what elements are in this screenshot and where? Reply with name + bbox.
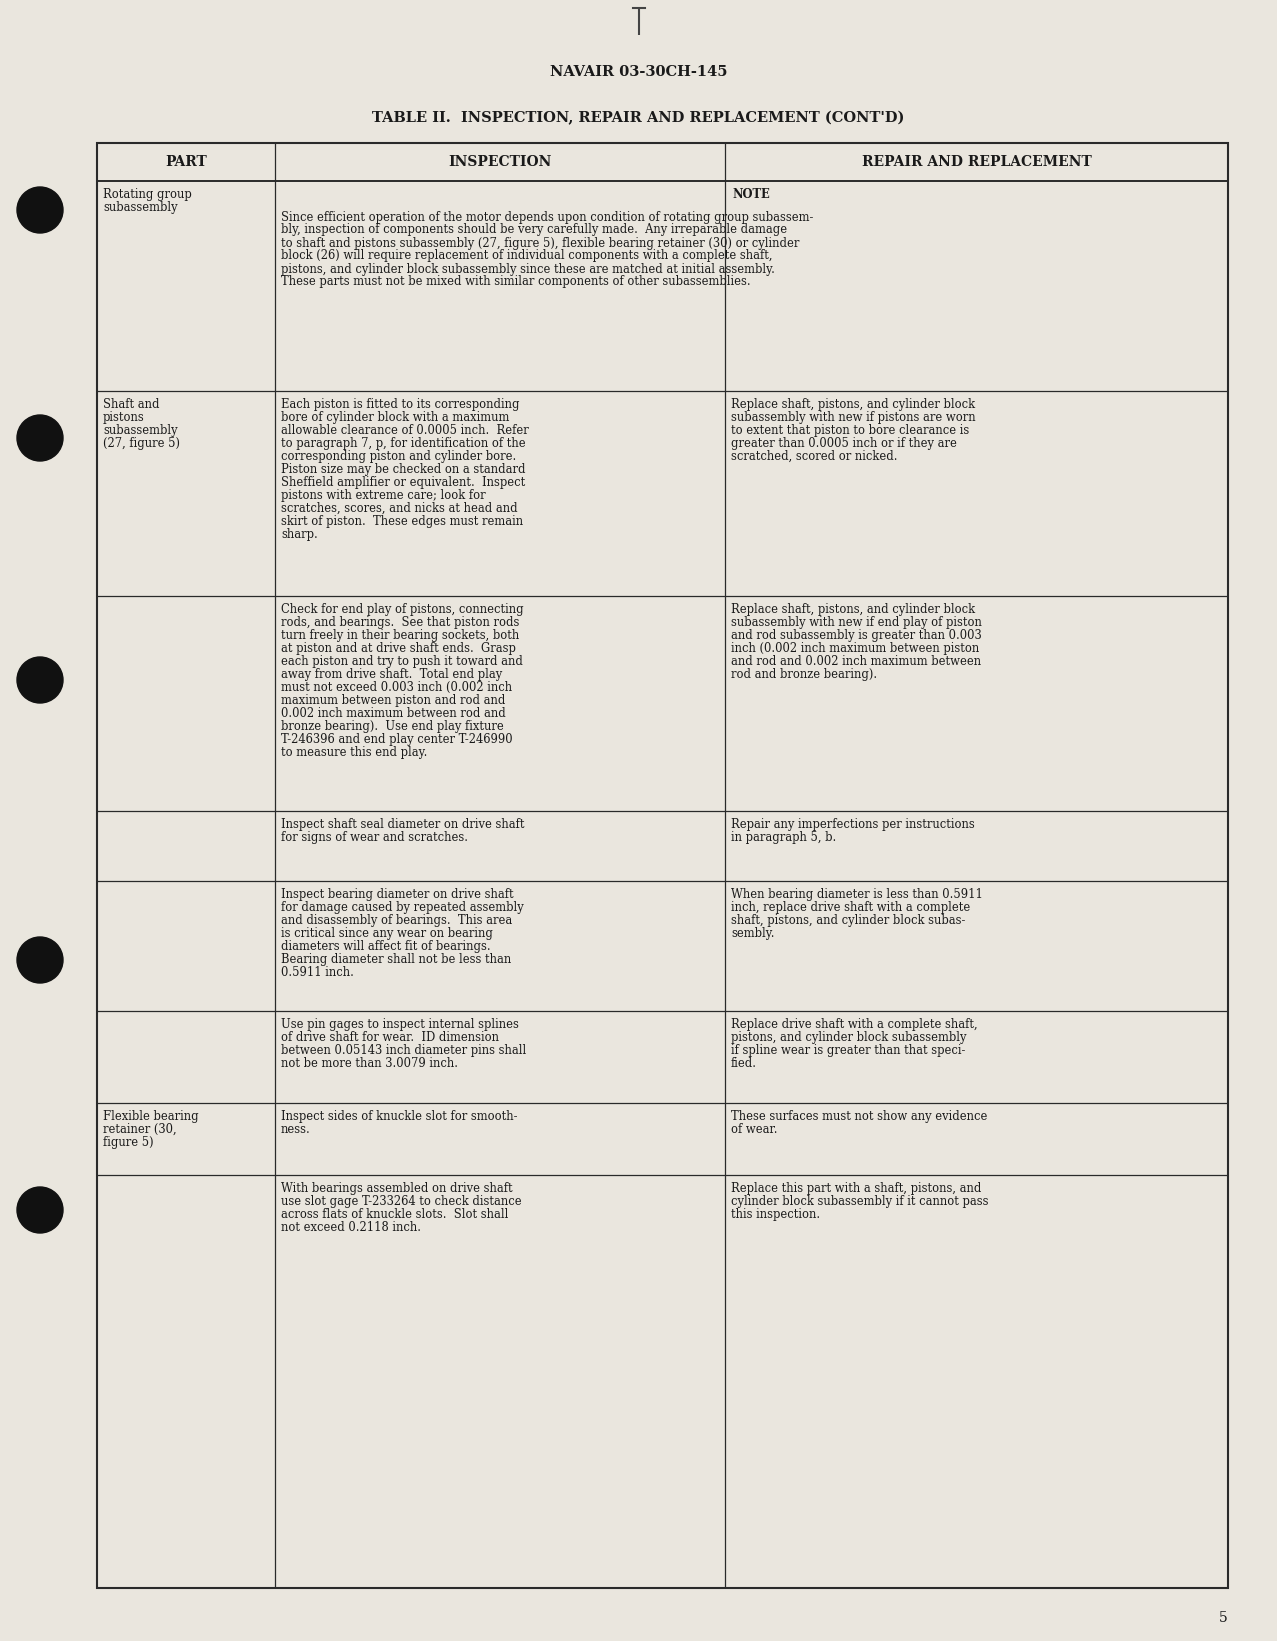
Text: subassembly: subassembly xyxy=(103,423,178,437)
Text: inch, replace drive shaft with a complete: inch, replace drive shaft with a complet… xyxy=(730,901,971,914)
Text: if spline wear is greater than that speci-: if spline wear is greater than that spec… xyxy=(730,1044,965,1057)
Text: With bearings assembled on drive shaft: With bearings assembled on drive shaft xyxy=(281,1182,512,1195)
Text: Flexible bearing: Flexible bearing xyxy=(103,1109,199,1122)
Text: Bearing diameter shall not be less than: Bearing diameter shall not be less than xyxy=(281,953,511,967)
Text: fied.: fied. xyxy=(730,1057,757,1070)
Text: turn freely in their bearing sockets, both: turn freely in their bearing sockets, bo… xyxy=(281,629,520,642)
Text: Each piston is fitted to its corresponding: Each piston is fitted to its correspondi… xyxy=(281,399,520,410)
Text: Piston size may be checked on a standard: Piston size may be checked on a standard xyxy=(281,463,526,476)
Text: Replace this part with a shaft, pistons, and: Replace this part with a shaft, pistons,… xyxy=(730,1182,982,1195)
Text: maximum between piston and rod and: maximum between piston and rod and xyxy=(281,694,506,707)
Text: allowable clearance of 0.0005 inch.  Refer: allowable clearance of 0.0005 inch. Refe… xyxy=(281,423,529,437)
Text: Rotating group: Rotating group xyxy=(103,189,192,200)
Text: between 0.05143 inch diameter pins shall: between 0.05143 inch diameter pins shall xyxy=(281,1044,526,1057)
Text: bore of cylinder block with a maximum: bore of cylinder block with a maximum xyxy=(281,410,510,423)
Circle shape xyxy=(17,937,63,983)
Text: cylinder block subassembly if it cannot pass: cylinder block subassembly if it cannot … xyxy=(730,1195,988,1208)
Text: corresponding piston and cylinder bore.: corresponding piston and cylinder bore. xyxy=(281,450,516,463)
Circle shape xyxy=(17,656,63,702)
Text: pistons, and cylinder block subassembly since these are matched at initial assem: pistons, and cylinder block subassembly … xyxy=(281,263,775,276)
Text: figure 5): figure 5) xyxy=(103,1136,153,1149)
Text: pistons with extreme care; look for: pistons with extreme care; look for xyxy=(281,489,485,502)
Text: TABLE II.  INSPECTION, REPAIR AND REPLACEMENT (CONT'D): TABLE II. INSPECTION, REPAIR AND REPLACE… xyxy=(373,112,904,125)
Text: use slot gage T-233264 to check distance: use slot gage T-233264 to check distance xyxy=(281,1195,521,1208)
Text: sembly.: sembly. xyxy=(730,927,774,940)
Text: Replace drive shaft with a complete shaft,: Replace drive shaft with a complete shaf… xyxy=(730,1017,978,1031)
Text: scratched, scored or nicked.: scratched, scored or nicked. xyxy=(730,450,898,463)
Text: Check for end play of pistons, connecting: Check for end play of pistons, connectin… xyxy=(281,602,524,615)
Text: each piston and try to push it toward and: each piston and try to push it toward an… xyxy=(281,655,522,668)
Text: INSPECTION: INSPECTION xyxy=(448,154,552,169)
Text: bly, inspection of components should be very carefully made.  Any irreparable da: bly, inspection of components should be … xyxy=(281,223,787,236)
Text: at piston and at drive shaft ends.  Grasp: at piston and at drive shaft ends. Grasp xyxy=(281,642,516,655)
Text: Repair any imperfections per instructions: Repair any imperfections per instruction… xyxy=(730,817,974,830)
Text: These surfaces must not show any evidence: These surfaces must not show any evidenc… xyxy=(730,1109,987,1122)
Text: When bearing diameter is less than 0.5911: When bearing diameter is less than 0.591… xyxy=(730,888,983,901)
Text: (27, figure 5): (27, figure 5) xyxy=(103,437,180,450)
Text: retainer (30,: retainer (30, xyxy=(103,1122,176,1136)
Text: inch (0.002 inch maximum between piston: inch (0.002 inch maximum between piston xyxy=(730,642,979,655)
Text: for damage caused by repeated assembly: for damage caused by repeated assembly xyxy=(281,901,524,914)
Text: 5: 5 xyxy=(1220,1611,1228,1625)
Text: across flats of knuckle slots.  Slot shall: across flats of knuckle slots. Slot shal… xyxy=(281,1208,508,1221)
Text: Replace shaft, pistons, and cylinder block: Replace shaft, pistons, and cylinder blo… xyxy=(730,602,976,615)
Text: PART: PART xyxy=(165,154,207,169)
Text: Inspect bearing diameter on drive shaft: Inspect bearing diameter on drive shaft xyxy=(281,888,513,901)
Text: Use pin gages to inspect internal splines: Use pin gages to inspect internal spline… xyxy=(281,1017,518,1031)
Text: subassembly with new if end play of piston: subassembly with new if end play of pist… xyxy=(730,615,982,629)
Text: diameters will affect fit of bearings.: diameters will affect fit of bearings. xyxy=(281,940,490,953)
Text: for signs of wear and scratches.: for signs of wear and scratches. xyxy=(281,830,467,843)
Text: of wear.: of wear. xyxy=(730,1122,778,1136)
Text: bronze bearing).  Use end play fixture: bronze bearing). Use end play fixture xyxy=(281,720,503,734)
Text: is critical since any wear on bearing: is critical since any wear on bearing xyxy=(281,927,493,940)
Text: sharp.: sharp. xyxy=(281,528,318,542)
Text: subassembly with new if pistons are worn: subassembly with new if pistons are worn xyxy=(730,410,976,423)
Text: scratches, scores, and nicks at head and: scratches, scores, and nicks at head and xyxy=(281,502,517,515)
Text: Shaft and: Shaft and xyxy=(103,399,160,410)
Text: rods, and bearings.  See that piston rods: rods, and bearings. See that piston rods xyxy=(281,615,520,629)
Text: rod and bronze bearing).: rod and bronze bearing). xyxy=(730,668,877,681)
Text: ness.: ness. xyxy=(281,1122,310,1136)
Text: 0.5911 inch.: 0.5911 inch. xyxy=(281,967,354,980)
Circle shape xyxy=(17,415,63,461)
Circle shape xyxy=(17,187,63,233)
Text: must not exceed 0.003 inch (0.002 inch: must not exceed 0.003 inch (0.002 inch xyxy=(281,681,512,694)
Text: subassembly: subassembly xyxy=(103,200,178,213)
Text: pistons, and cylinder block subassembly: pistons, and cylinder block subassembly xyxy=(730,1031,967,1044)
Circle shape xyxy=(17,1186,63,1232)
Text: of drive shaft for wear.  ID dimension: of drive shaft for wear. ID dimension xyxy=(281,1031,499,1044)
Text: not be more than 3.0079 inch.: not be more than 3.0079 inch. xyxy=(281,1057,458,1070)
Text: Replace shaft, pistons, and cylinder block: Replace shaft, pistons, and cylinder blo… xyxy=(730,399,976,410)
Text: and disassembly of bearings.  This area: and disassembly of bearings. This area xyxy=(281,914,512,927)
Text: pistons: pistons xyxy=(103,410,144,423)
Text: skirt of piston.  These edges must remain: skirt of piston. These edges must remain xyxy=(281,515,524,528)
Text: this inspection.: this inspection. xyxy=(730,1208,820,1221)
Text: to measure this end play.: to measure this end play. xyxy=(281,747,428,760)
Text: These parts must not be mixed with similar components of other subassemblies.: These parts must not be mixed with simil… xyxy=(281,276,751,289)
Text: T-246396 and end play center T-246990: T-246396 and end play center T-246990 xyxy=(281,734,512,747)
Text: to paragraph 7, p, for identification of the: to paragraph 7, p, for identification of… xyxy=(281,437,526,450)
Text: NAVAIR 03-30CH-145: NAVAIR 03-30CH-145 xyxy=(550,66,727,79)
Text: to extent that piston to bore clearance is: to extent that piston to bore clearance … xyxy=(730,423,969,437)
Text: and rod and 0.002 inch maximum between: and rod and 0.002 inch maximum between xyxy=(730,655,981,668)
Text: and rod subassembly is greater than 0.003: and rod subassembly is greater than 0.00… xyxy=(730,629,982,642)
Text: shaft, pistons, and cylinder block subas-: shaft, pistons, and cylinder block subas… xyxy=(730,914,965,927)
Text: not exceed 0.2118 inch.: not exceed 0.2118 inch. xyxy=(281,1221,421,1234)
Text: greater than 0.0005 inch or if they are: greater than 0.0005 inch or if they are xyxy=(730,437,956,450)
Text: block (26) will require replacement of individual components with a complete sha: block (26) will require replacement of i… xyxy=(281,249,773,263)
Text: NOTE: NOTE xyxy=(733,189,770,200)
Text: Sheffield amplifier or equivalent.  Inspect: Sheffield amplifier or equivalent. Inspe… xyxy=(281,476,525,489)
Text: Inspect sides of knuckle slot for smooth-: Inspect sides of knuckle slot for smooth… xyxy=(281,1109,517,1122)
Text: 0.002 inch maximum between rod and: 0.002 inch maximum between rod and xyxy=(281,707,506,720)
Text: REPAIR AND REPLACEMENT: REPAIR AND REPLACEMENT xyxy=(862,154,1092,169)
Text: away from drive shaft.  Total end play: away from drive shaft. Total end play xyxy=(281,668,502,681)
Bar xyxy=(97,143,1228,1588)
Text: to shaft and pistons subassembly (27, figure 5), flexible bearing retainer (30) : to shaft and pistons subassembly (27, fi… xyxy=(281,236,799,249)
Text: in paragraph 5, b.: in paragraph 5, b. xyxy=(730,830,836,843)
Text: Inspect shaft seal diameter on drive shaft: Inspect shaft seal diameter on drive sha… xyxy=(281,817,525,830)
Text: Since efficient operation of the motor depends upon condition of rotating group : Since efficient operation of the motor d… xyxy=(281,210,813,223)
